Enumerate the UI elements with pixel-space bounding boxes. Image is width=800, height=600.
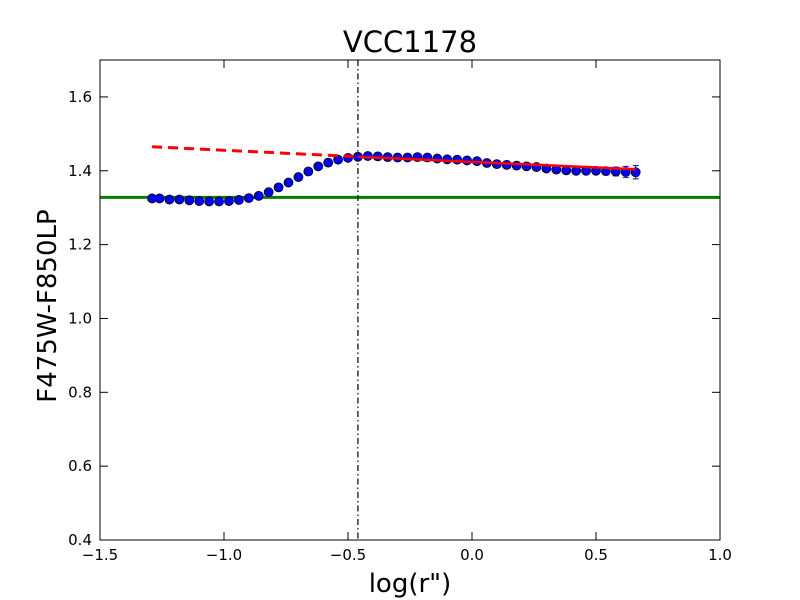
data-point [263,187,274,198]
series-layer [100,60,720,540]
x-tick-label: 0.0 [460,546,484,564]
y-tick-label: 1.4 [68,162,92,180]
x-tick-label: −0.5 [330,546,366,564]
data-point [313,161,324,172]
data-point [501,159,512,170]
data-point [283,177,294,188]
data-point [233,195,244,205]
y-tick-label: 0.8 [68,383,92,401]
data-point [273,182,284,193]
data-point [243,193,254,203]
x-tick-label: 0.5 [584,546,608,564]
data-point [184,195,195,206]
x-axis-label: log(r") [369,569,452,599]
y-tick-label: 1.0 [68,309,92,327]
data-point [303,166,314,177]
data-point [293,172,304,182]
chart-title: VCC1178 [343,25,477,59]
data-point [174,194,185,205]
plot-frame [99,59,721,541]
data-point [333,154,343,165]
fit-extrapolation-line [152,145,358,159]
data-point [194,196,205,206]
data-point [511,160,522,171]
data-point [442,154,453,165]
data-point [164,194,175,205]
data-point [214,196,224,207]
x-tick-label: −1.5 [82,546,118,564]
y-tick-label: 1.2 [68,236,92,254]
y-axis-label: F475W-F850LP [33,209,63,402]
data-point [323,157,334,168]
x-tick-label: 1.0 [708,546,732,564]
y-tick-label: 0.4 [68,531,92,549]
data-point [452,154,463,165]
y-tick-label: 0.6 [68,457,92,475]
axis-ticks: −1.5 −1.0 −0.5 0.0 0.5 1.0 0.4 0.6 0.8 1.0 1.2 1.4 1… [68,60,732,564]
y-tick-label: 1.6 [68,88,92,106]
data-point [154,193,165,204]
data-point [432,153,443,164]
data-point [204,196,215,207]
data-point [253,190,264,201]
linear-fit-line [357,155,636,171]
data-point [224,196,234,206]
x-tick-label: −1.0 [206,546,242,564]
data-point [402,152,413,163]
